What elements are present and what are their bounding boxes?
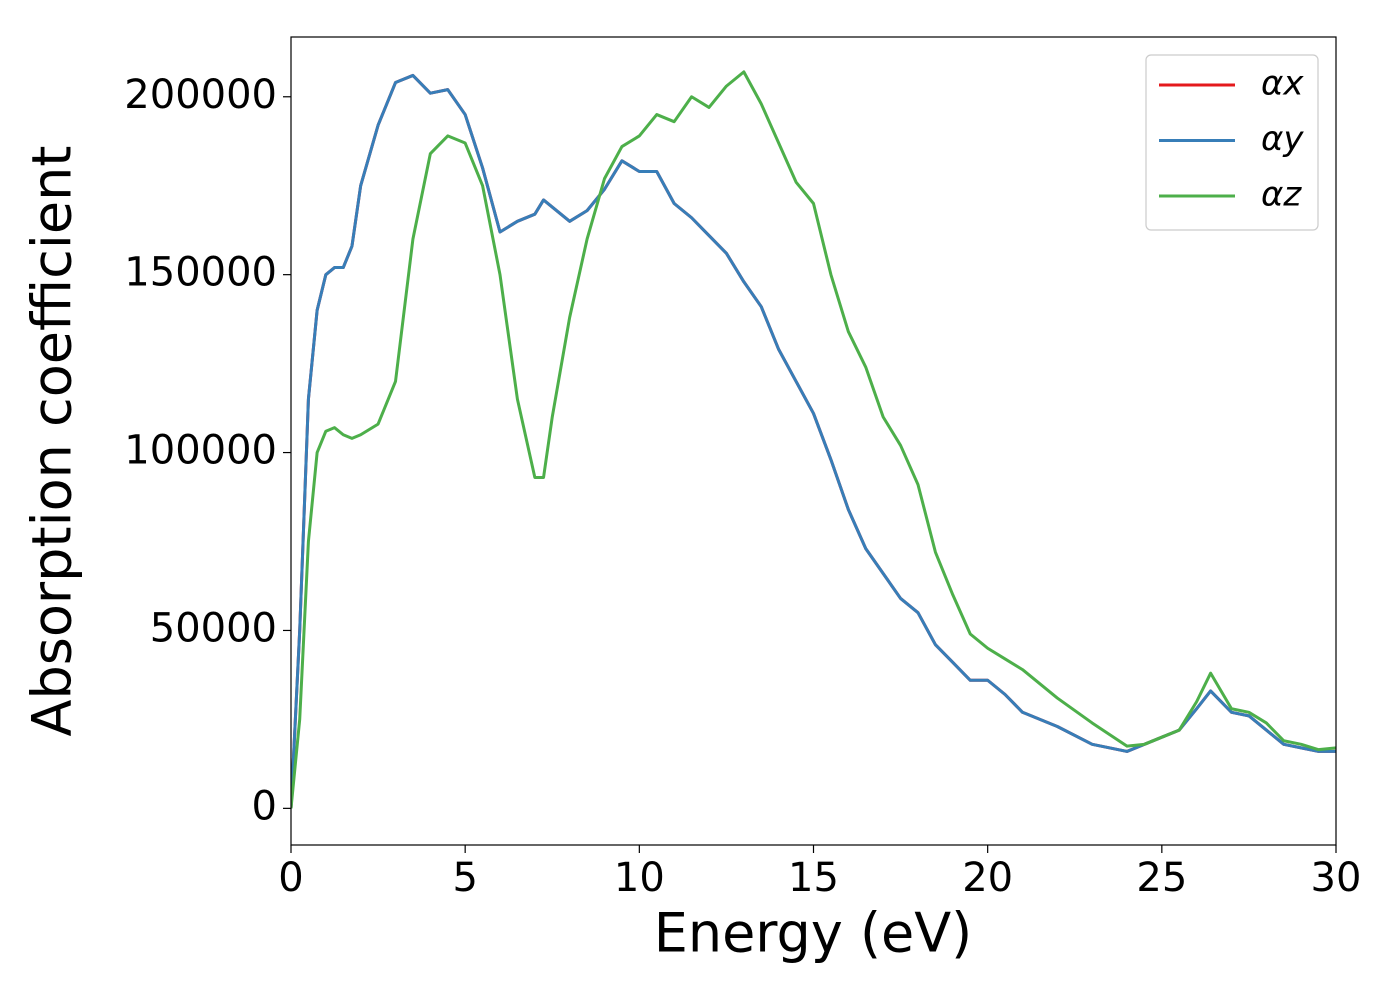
y-tick-label: 200000 xyxy=(124,72,277,118)
plot-frame xyxy=(290,36,1337,846)
legend-label: αz xyxy=(1261,175,1302,215)
y-tick-label: 100000 xyxy=(124,428,277,474)
legend-label: αx xyxy=(1261,64,1304,104)
x-tick-label: 15 xyxy=(788,855,839,901)
x-tick-label: 10 xyxy=(614,855,665,901)
legend-box xyxy=(1145,54,1319,231)
y-tick-label: 0 xyxy=(252,783,277,829)
y-tick-label: 150000 xyxy=(124,250,277,296)
x-tick-label: 30 xyxy=(1311,855,1362,901)
x-tick-label: 25 xyxy=(1136,855,1187,901)
x-tick-label: 0 xyxy=(278,855,303,901)
x-axis-label: Energy (eV) xyxy=(654,902,973,965)
legend-label: αy xyxy=(1261,119,1304,159)
y-axis-label: Absorption coefficient xyxy=(21,146,84,737)
x-tick-label: 5 xyxy=(452,855,477,901)
series-line xyxy=(291,70,1336,809)
x-tick-label: 20 xyxy=(962,855,1013,901)
y-tick-label: 50000 xyxy=(150,605,277,651)
